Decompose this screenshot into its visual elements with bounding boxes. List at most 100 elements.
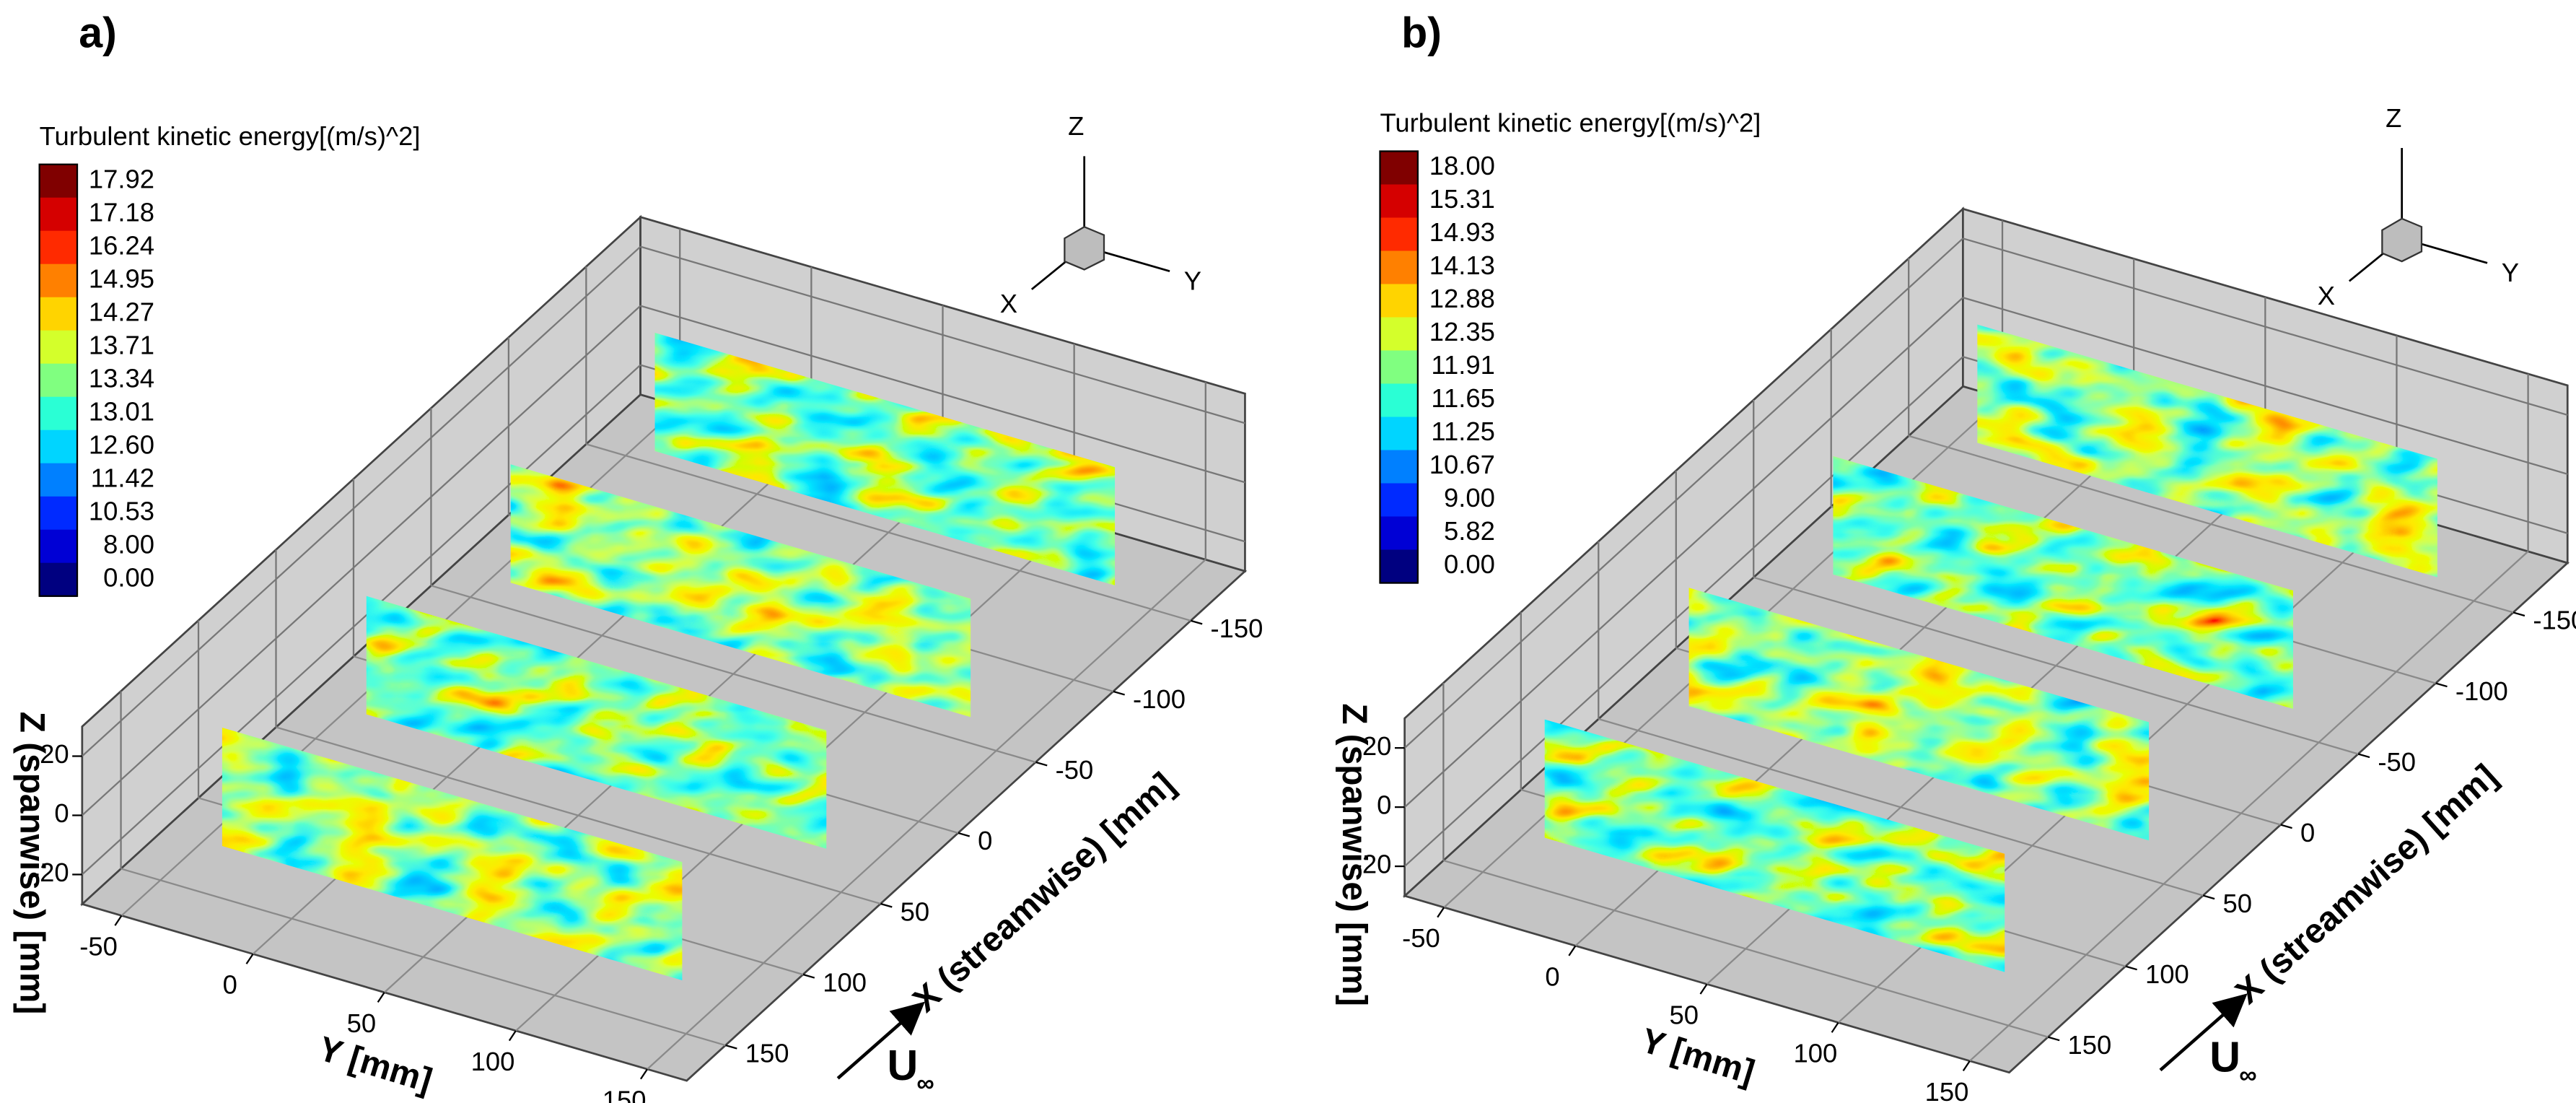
tick-mark <box>802 973 815 979</box>
contour-slice <box>654 332 1116 586</box>
triad-label: Y <box>2502 258 2519 287</box>
tick-mark <box>2357 753 2370 759</box>
tick-mark <box>725 1044 737 1050</box>
colorbar-label: 12.60 <box>89 430 154 459</box>
colorbar-label: 14.95 <box>89 263 154 293</box>
contour-slice <box>1833 455 2293 709</box>
colorbar-label: 14.27 <box>89 297 154 326</box>
z-tick-label: 0 <box>54 798 69 828</box>
tick-mark <box>2280 824 2292 829</box>
tick-mark <box>114 915 123 926</box>
grid-line <box>1753 576 2359 755</box>
colorbar-swatch <box>1380 549 1418 584</box>
tick-mark <box>2202 894 2215 900</box>
tick-mark <box>1437 907 1445 918</box>
tick-mark <box>958 832 971 837</box>
colorbar-label: 10.67 <box>1429 450 1495 479</box>
y-tick-label: 50 <box>1669 1000 1699 1030</box>
colorbar-frame <box>1379 150 1419 584</box>
colorbar-swatch <box>1380 184 1418 219</box>
colorbar-swatch <box>39 297 78 331</box>
grid-line <box>1969 551 2529 1062</box>
y-axis-label: Y [mm] <box>314 1029 437 1100</box>
colorbar-label: 10.53 <box>89 496 154 526</box>
tick-mark <box>508 1030 517 1042</box>
contour-slice <box>510 464 971 718</box>
x-tick-label: -50 <box>1056 755 1094 785</box>
grid-line <box>586 443 1191 622</box>
tick-mark <box>1699 983 1708 995</box>
y-tick-label: 150 <box>603 1085 647 1103</box>
triad-cube <box>1064 225 1105 271</box>
y-tick-label: 100 <box>471 1047 515 1076</box>
colorbar-label: 11.42 <box>91 463 154 492</box>
colorbar-label: 13.01 <box>89 396 154 426</box>
triad-label: Z <box>2386 103 2401 133</box>
triad-label: X <box>2318 281 2335 310</box>
colorbar-label: 17.92 <box>89 164 154 193</box>
grid-line <box>1403 356 1964 867</box>
colorbar-label: 16.24 <box>89 230 154 260</box>
colorbar-swatch <box>39 363 78 398</box>
tick-mark <box>1113 690 1126 696</box>
z-axis-label: Z (spanwise) [mm] <box>1335 703 1373 1006</box>
colorbar-label: 8.00 <box>103 529 154 559</box>
tick-mark <box>245 953 254 964</box>
colorbar-swatch <box>1380 450 1418 484</box>
colorbar-label: 13.71 <box>89 330 154 359</box>
y-tick-label: -50 <box>1402 923 1440 953</box>
x-tick-label: -150 <box>2533 606 2576 635</box>
grid-line <box>121 868 726 1047</box>
grid-line <box>431 585 1036 763</box>
tick-mark <box>1190 619 1203 625</box>
colorbar-swatch <box>39 562 78 597</box>
colorbar-label: 11.65 <box>1431 383 1494 413</box>
colorbar-label: 12.88 <box>1429 284 1495 313</box>
colorbar-swatch <box>39 263 78 298</box>
x-tick-label: 50 <box>901 897 930 926</box>
colorbar-label: 15.31 <box>1429 184 1495 214</box>
tick-mark <box>2125 965 2137 971</box>
colorbar-label: 18.00 <box>1429 151 1495 180</box>
colorbar-swatch <box>39 496 78 531</box>
y-axis-label: Y [mm] <box>1637 1021 1759 1092</box>
colorbar-label: 0.00 <box>103 562 154 592</box>
y-tick-label: 0 <box>1545 962 1559 991</box>
colorbar-swatch <box>39 330 78 365</box>
panel-label: a) <box>79 9 117 57</box>
triad-label: Y <box>1184 266 1201 295</box>
grid-line <box>1443 859 2049 1038</box>
x-tick-label: -100 <box>2455 676 2508 706</box>
grid-line <box>640 305 1245 484</box>
y-tick-label: -50 <box>79 932 118 962</box>
triad-label: X <box>1000 289 1017 318</box>
z-tick-label: 0 <box>1377 790 1391 820</box>
grid-line <box>1908 435 2514 614</box>
z-tick-label: 20 <box>1362 731 1392 761</box>
tick-mark <box>1831 1021 1839 1033</box>
flow-arrow <box>2159 993 2248 1072</box>
colorbar-swatch <box>1380 151 1418 186</box>
grid-line <box>1963 297 2568 475</box>
x-tick-label: 100 <box>823 967 867 997</box>
grid-line <box>1963 237 2568 416</box>
tick-mark <box>2047 1036 2060 1042</box>
colorbar-swatch <box>1380 417 1418 451</box>
x-tick-label: 150 <box>2068 1030 2112 1060</box>
contour-slice <box>1688 588 2150 841</box>
colorbar-title: Turbulent kinetic energy[(m/s)^2] <box>1380 108 1761 138</box>
tick-mark <box>1962 1060 1971 1072</box>
colorbar-swatch <box>39 396 78 431</box>
colorbar-label: 11.91 <box>1431 350 1494 380</box>
x-tick-label: 0 <box>978 826 992 855</box>
flow-subscript: ∞ <box>916 1070 934 1097</box>
x-tick-label: 100 <box>2145 959 2189 989</box>
colorbar-label: 13.34 <box>89 363 154 393</box>
colorbar-swatch <box>39 463 78 497</box>
colorbar-swatch <box>1380 383 1418 418</box>
tick-mark <box>1035 761 1048 767</box>
colorbar-swatch <box>1380 284 1418 318</box>
x-tick-label: -100 <box>1133 684 1186 714</box>
x-tick-label: 0 <box>2300 818 2315 847</box>
